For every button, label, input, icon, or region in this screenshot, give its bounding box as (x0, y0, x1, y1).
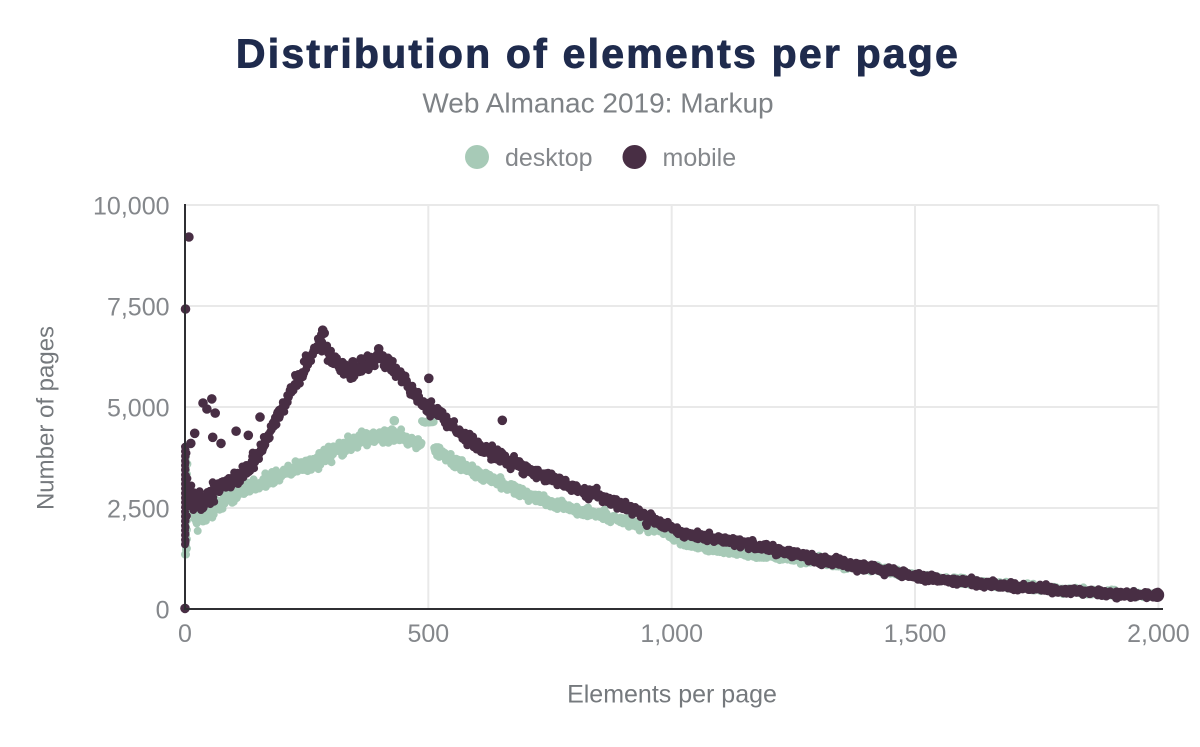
svg-text:1,500: 1,500 (884, 620, 947, 648)
svg-text:Web Almanac 2019: Markup: Web Almanac 2019: Markup (422, 88, 773, 119)
svg-text:2,000: 2,000 (1127, 620, 1190, 648)
svg-text:Distribution of elements per p: Distribution of elements per page (236, 31, 960, 77)
svg-text:Elements per page: Elements per page (567, 681, 777, 709)
svg-text:0: 0 (156, 596, 170, 624)
svg-text:0: 0 (178, 620, 192, 648)
svg-text:2,500: 2,500 (107, 495, 170, 523)
svg-text:Number of pages: Number of pages (33, 326, 60, 510)
svg-text:5,000: 5,000 (107, 394, 170, 422)
svg-text:500: 500 (407, 620, 449, 648)
svg-text:mobile: mobile (663, 144, 737, 172)
svg-text:10,000: 10,000 (93, 192, 169, 220)
svg-text:1,000: 1,000 (640, 620, 703, 648)
svg-text:desktop: desktop (505, 144, 593, 172)
svg-text:7,500: 7,500 (107, 293, 170, 321)
